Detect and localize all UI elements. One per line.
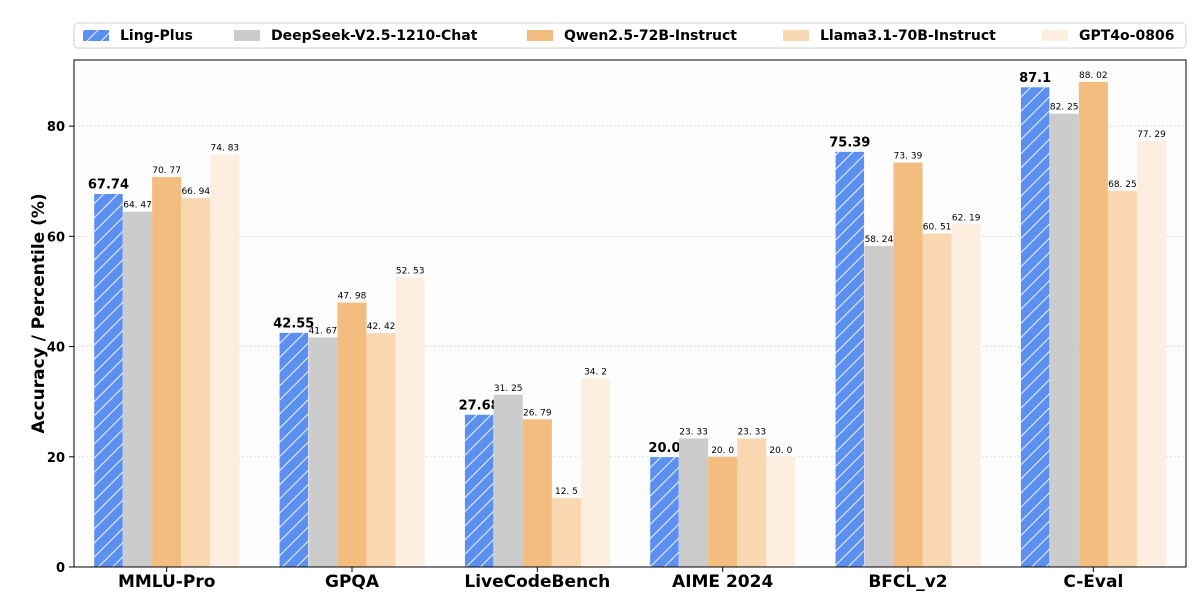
data-label: 67.74 bbox=[88, 178, 129, 193]
bar bbox=[893, 162, 923, 567]
y-tick-label: 0 bbox=[56, 561, 65, 576]
data-label: 42.55 bbox=[273, 317, 314, 332]
y-tick-label: 20 bbox=[47, 451, 65, 466]
bar bbox=[1078, 81, 1108, 567]
data-label: 70. 77 bbox=[152, 166, 181, 176]
data-label: 75.39 bbox=[829, 136, 870, 151]
legend-label: Qwen2.5-72B-Instruct bbox=[564, 28, 737, 44]
bar bbox=[679, 438, 709, 567]
data-label: 41. 67 bbox=[309, 326, 338, 336]
plot-area: 0 20 40 60 80 Accuracy / Percentile (%) 67.74 6… bbox=[29, 59, 1187, 592]
data-label: 23. 33 bbox=[737, 427, 766, 437]
y-axis-title: Accuracy / Percentile (%) bbox=[29, 193, 49, 433]
legend-swatch bbox=[1042, 30, 1068, 41]
bar bbox=[951, 224, 981, 567]
bar bbox=[337, 302, 367, 567]
legend: Ling-Plus DeepSeek-V2.5-1210-Chat Qwen2.5-… bbox=[73, 22, 1187, 49]
legend-swatch bbox=[527, 30, 553, 41]
bar bbox=[493, 394, 523, 567]
legend-label: GPT4o-0806 bbox=[1079, 28, 1174, 44]
x-tick-label: GPQA bbox=[325, 572, 380, 592]
bar bbox=[922, 233, 952, 567]
bar bbox=[93, 193, 124, 568]
y-tick-label: 40 bbox=[47, 341, 65, 356]
data-label: 20. 0 bbox=[711, 446, 734, 456]
bar bbox=[1136, 141, 1167, 568]
legend-label: DeepSeek-V2.5-1210-Chat bbox=[271, 28, 478, 44]
bar bbox=[395, 277, 425, 567]
bar bbox=[1020, 86, 1050, 568]
bar bbox=[580, 378, 611, 567]
data-label: 73. 39 bbox=[894, 152, 923, 162]
legend-label: Ling-Plus bbox=[120, 28, 193, 44]
data-label: 12. 5 bbox=[555, 487, 578, 497]
y-tick-label: 80 bbox=[47, 120, 65, 135]
x-tick-label: C-Eval bbox=[1063, 572, 1123, 592]
data-label: 27.68 bbox=[459, 398, 500, 413]
data-label: 68. 25 bbox=[1108, 180, 1137, 190]
x-tick-label: LiveCodeBench bbox=[464, 572, 610, 592]
data-label: 23. 33 bbox=[679, 427, 708, 437]
bar bbox=[864, 246, 894, 568]
x-tick-label: BFCL_v2 bbox=[868, 572, 947, 592]
data-label: 62. 19 bbox=[952, 213, 981, 223]
data-label: 52. 53 bbox=[396, 267, 425, 277]
bar bbox=[1049, 113, 1079, 567]
data-label: 20.0 bbox=[648, 441, 680, 456]
legend-label: Llama3.1-70B-Instruct bbox=[820, 28, 996, 44]
bar bbox=[1107, 190, 1137, 567]
legend-swatch bbox=[234, 30, 260, 41]
data-label: 58. 24 bbox=[865, 235, 894, 245]
x-tick-label: AIME 2024 bbox=[672, 572, 773, 592]
legend-swatch bbox=[783, 30, 809, 41]
bar bbox=[123, 211, 153, 567]
bar bbox=[366, 333, 396, 567]
x-tick-label: MMLU-Pro bbox=[118, 572, 215, 592]
data-label: 42. 42 bbox=[367, 322, 396, 332]
bar bbox=[551, 498, 581, 567]
data-label: 66. 94 bbox=[181, 187, 210, 197]
y-tick-label: 60 bbox=[47, 230, 65, 245]
data-label: 47. 98 bbox=[338, 292, 367, 302]
data-label: 26. 79 bbox=[523, 408, 552, 418]
plot-background bbox=[74, 60, 1186, 567]
legend-box bbox=[73, 22, 1187, 49]
data-label: 60. 51 bbox=[923, 223, 952, 233]
data-label: 82. 25 bbox=[1050, 103, 1079, 113]
legend-swatch bbox=[83, 30, 109, 41]
data-label: 77. 29 bbox=[1137, 130, 1166, 140]
bar bbox=[308, 337, 338, 567]
bar bbox=[278, 332, 309, 568]
bar bbox=[737, 438, 767, 567]
data-label: 87.1 bbox=[1019, 71, 1051, 86]
bar bbox=[522, 419, 552, 567]
bar bbox=[766, 456, 796, 567]
data-label: 31. 25 bbox=[494, 384, 523, 394]
bar bbox=[152, 176, 182, 567]
data-label: 74. 83 bbox=[211, 144, 240, 154]
plot-frame bbox=[73, 59, 1187, 568]
data-label: 64. 47 bbox=[123, 201, 152, 211]
bar bbox=[181, 198, 211, 567]
bar bbox=[708, 456, 738, 567]
data-label: 34. 2 bbox=[584, 368, 607, 378]
bar bbox=[210, 154, 240, 567]
bar bbox=[834, 151, 865, 568]
data-label: 88. 02 bbox=[1079, 71, 1108, 81]
data-label: 20. 0 bbox=[769, 446, 792, 456]
bar bbox=[649, 456, 680, 568]
bar bbox=[464, 414, 494, 568]
